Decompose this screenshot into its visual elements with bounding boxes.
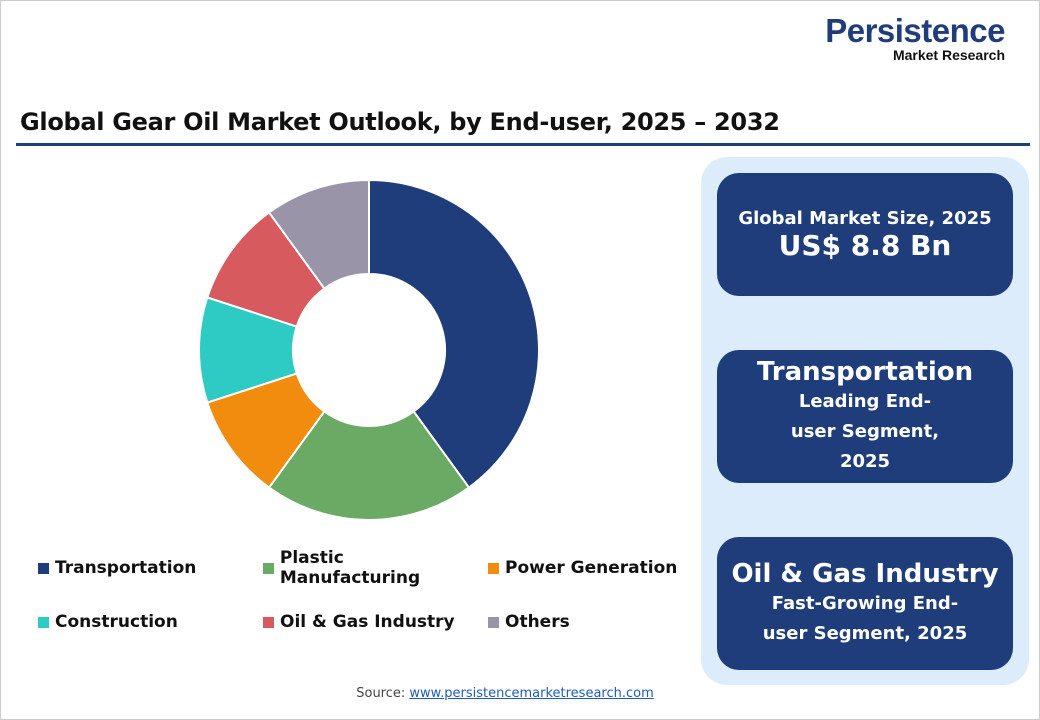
legend-label: Transportation	[55, 558, 197, 578]
legend-item: Plastic Manufacturing	[263, 548, 488, 588]
card-label: Fast-Growing End-user Segment, 2025	[762, 592, 968, 644]
logo-line1: Persistence	[825, 12, 1005, 49]
fast-growing-card: Oil & Gas Industry Fast-Growing End-user…	[717, 537, 1013, 670]
card-value: Transportation	[756, 356, 974, 387]
card-label: Global Market Size, 2025	[738, 207, 992, 229]
legend-label: Power Generation	[505, 558, 678, 578]
slice-plastic-manufacturing	[267, 410, 471, 521]
card-value: Oil & Gas Industry	[731, 558, 999, 589]
source-prefix: Source:	[356, 686, 410, 701]
legend-swatch	[263, 616, 274, 628]
legend-swatch	[38, 616, 49, 628]
legend-label: Oil & Gas Industry	[280, 612, 455, 632]
legend-item: Power Generation	[488, 556, 678, 580]
legend-item: Others	[488, 610, 678, 634]
legend-item: Oil & Gas Industry	[263, 610, 488, 634]
logo: Persistence Market Research	[800, 12, 1005, 63]
legend-item: Construction	[38, 610, 263, 634]
source-link[interactable]: www.persistencemarketresearch.com	[409, 686, 654, 701]
legend-label: Plastic Manufacturing	[279, 548, 421, 588]
donut-chart	[198, 178, 540, 521]
legend-item: Transportation	[38, 556, 263, 580]
title-divider	[16, 143, 1030, 146]
slice-others	[267, 178, 370, 290]
legend-swatch	[263, 562, 274, 574]
market-size-card: Global Market Size, 2025 US$ 8.8 Bn	[717, 173, 1013, 296]
leading-segment-card: Transportation Leading End-user Segment,…	[717, 350, 1013, 483]
card-label: Leading End-user Segment, 2025	[790, 390, 940, 472]
legend-label: Construction	[55, 612, 178, 632]
legend-swatch	[488, 562, 499, 574]
legend: Transportation Plastic Manufacturing Power…	[38, 548, 678, 634]
legend-swatch	[488, 616, 499, 628]
slice-transportation	[368, 178, 540, 489]
card-value: US$ 8.8 Bn	[778, 228, 952, 262]
page-title: Global Gear Oil Market Outlook, by End-u…	[20, 108, 780, 136]
legend-label: Others	[505, 612, 570, 632]
legend-swatch	[38, 562, 49, 574]
logo-line2: Market Research	[892, 47, 1005, 63]
source: Source: www.persistencemarketresearch.co…	[0, 686, 1010, 701]
